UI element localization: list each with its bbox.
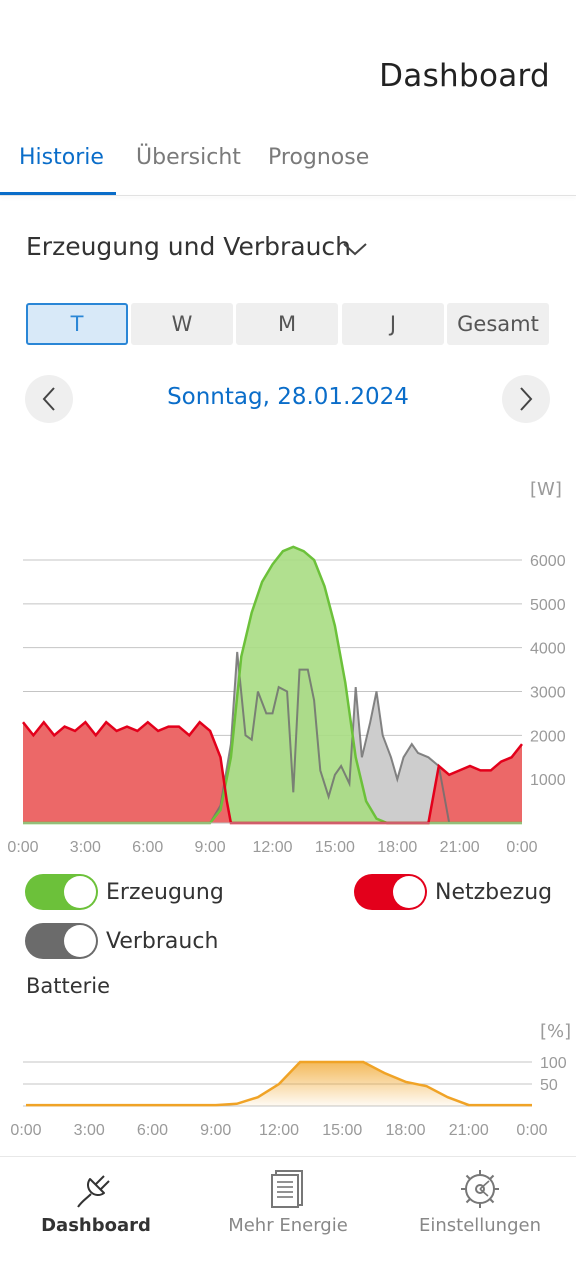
legend-verbrauch[interactable]: Verbrauch bbox=[25, 922, 218, 960]
erzeugung-label: Erzeugung bbox=[106, 879, 224, 905]
y-tick-label: 50 bbox=[540, 1077, 558, 1094]
tab-uebersicht[interactable]: Übersicht bbox=[136, 145, 241, 170]
y-tick-label: 3000 bbox=[530, 685, 566, 702]
period-week-button[interactable]: W bbox=[131, 303, 233, 345]
toggle-knob bbox=[64, 876, 96, 908]
x-tick-label: 3:00 bbox=[70, 839, 101, 856]
x-tick-label: 9:00 bbox=[200, 1122, 231, 1139]
x-tick-label: 12:00 bbox=[259, 1122, 299, 1139]
verbrauch-label: Verbrauch bbox=[106, 928, 219, 954]
x-tick-label: 21:00 bbox=[440, 839, 480, 856]
series-erzeugung-line bbox=[23, 545, 522, 825]
next-day-button[interactable] bbox=[502, 375, 550, 423]
y-tick-label: 2000 bbox=[530, 728, 566, 745]
period-day-button[interactable]: T bbox=[26, 303, 128, 345]
chevron-left-icon bbox=[42, 387, 55, 411]
x-tick-label: 9:00 bbox=[195, 839, 226, 856]
x-tick-label: 0:00 bbox=[506, 839, 537, 856]
legend-netzbezug[interactable]: Netzbezug bbox=[354, 873, 552, 911]
toggle-knob bbox=[393, 876, 425, 908]
nav-dashboard-label: Dashboard bbox=[41, 1215, 151, 1236]
verbrauch-toggle[interactable] bbox=[25, 923, 98, 959]
nav-mehr-energie-label: Mehr Energie bbox=[228, 1215, 348, 1236]
nav-mehr-energie[interactable]: Mehr Energie bbox=[192, 1167, 384, 1236]
battery-label: Batterie bbox=[26, 974, 111, 998]
x-tick-label: 21:00 bbox=[449, 1122, 489, 1139]
bottom-navigation: Dashboard Mehr Energie Einstellungen bbox=[0, 1156, 576, 1281]
nav-dashboard[interactable]: Dashboard bbox=[0, 1167, 192, 1236]
x-tick-label: 15:00 bbox=[315, 839, 355, 856]
x-tick-label: 18:00 bbox=[385, 1122, 425, 1139]
tab-prognose[interactable]: Prognose bbox=[268, 145, 370, 170]
chevron-right-icon bbox=[520, 387, 533, 411]
nav-einstellungen-label: Einstellungen bbox=[418, 1215, 542, 1236]
legend-erzeugung[interactable]: Erzeugung bbox=[25, 873, 224, 911]
x-tick-label: 3:00 bbox=[74, 1122, 105, 1139]
y-tick-label: 100 bbox=[540, 1055, 567, 1072]
x-tick-label: 0:00 bbox=[10, 1122, 41, 1139]
active-tab-indicator bbox=[0, 192, 116, 195]
chart-selector-title[interactable]: Erzeugung und Verbrauch bbox=[26, 232, 352, 261]
battery-chart: 50 100 0:00 3:00 6:00 9:00 12:00 15:00 18:00 21:0… bbox=[10, 1055, 567, 1139]
erzeugung-toggle[interactable] bbox=[25, 874, 98, 910]
series-netzbezug-line bbox=[22, 720, 523, 825]
y-tick-label: 4000 bbox=[530, 641, 566, 658]
tab-divider bbox=[0, 195, 576, 196]
y-tick-label: 5000 bbox=[530, 597, 566, 614]
x-tick-label: 0:00 bbox=[7, 839, 38, 856]
energy-chart: 1000 2000 3000 4000 5000 6000 0:00 3:00 6:00 9:00… bbox=[7, 545, 566, 856]
series-erzeugung-area bbox=[23, 546, 522, 823]
netzbezug-label: Netzbezug bbox=[435, 879, 553, 905]
nav-einstellungen[interactable]: Einstellungen bbox=[384, 1167, 576, 1236]
tab-historie[interactable]: Historie bbox=[19, 145, 104, 170]
period-month-button[interactable]: M bbox=[236, 303, 338, 345]
x-tick-label: 6:00 bbox=[137, 1122, 168, 1139]
document-icon bbox=[271, 1170, 303, 1208]
settings-icon bbox=[461, 1170, 499, 1208]
page-title: Dashboard bbox=[379, 58, 550, 94]
period-total-button[interactable]: Gesamt bbox=[447, 303, 549, 345]
series-netzbezug-area bbox=[23, 722, 522, 823]
power-unit-label: [W] bbox=[530, 479, 562, 500]
x-tick-label: 12:00 bbox=[252, 839, 292, 856]
x-tick-label: 15:00 bbox=[322, 1122, 362, 1139]
date-label[interactable]: Sonntag, 28.01.2024 bbox=[167, 384, 409, 410]
chevron-down-icon[interactable] bbox=[342, 240, 368, 258]
plug-icon bbox=[77, 1175, 110, 1208]
netzbezug-toggle[interactable] bbox=[354, 874, 427, 910]
x-tick-label: 0:00 bbox=[516, 1122, 547, 1139]
toggle-knob bbox=[64, 925, 96, 957]
y-tick-label: 6000 bbox=[530, 553, 566, 570]
y-tick-label: 1000 bbox=[530, 772, 566, 789]
series-batterie-line bbox=[26, 1060, 532, 1107]
series-verbrauch-line bbox=[23, 651, 522, 824]
previous-day-button[interactable] bbox=[25, 375, 73, 423]
period-year-button[interactable]: J bbox=[342, 303, 444, 345]
x-tick-label: 6:00 bbox=[132, 839, 163, 856]
percent-unit-label: [%] bbox=[540, 1021, 572, 1042]
x-tick-label: 18:00 bbox=[377, 839, 417, 856]
